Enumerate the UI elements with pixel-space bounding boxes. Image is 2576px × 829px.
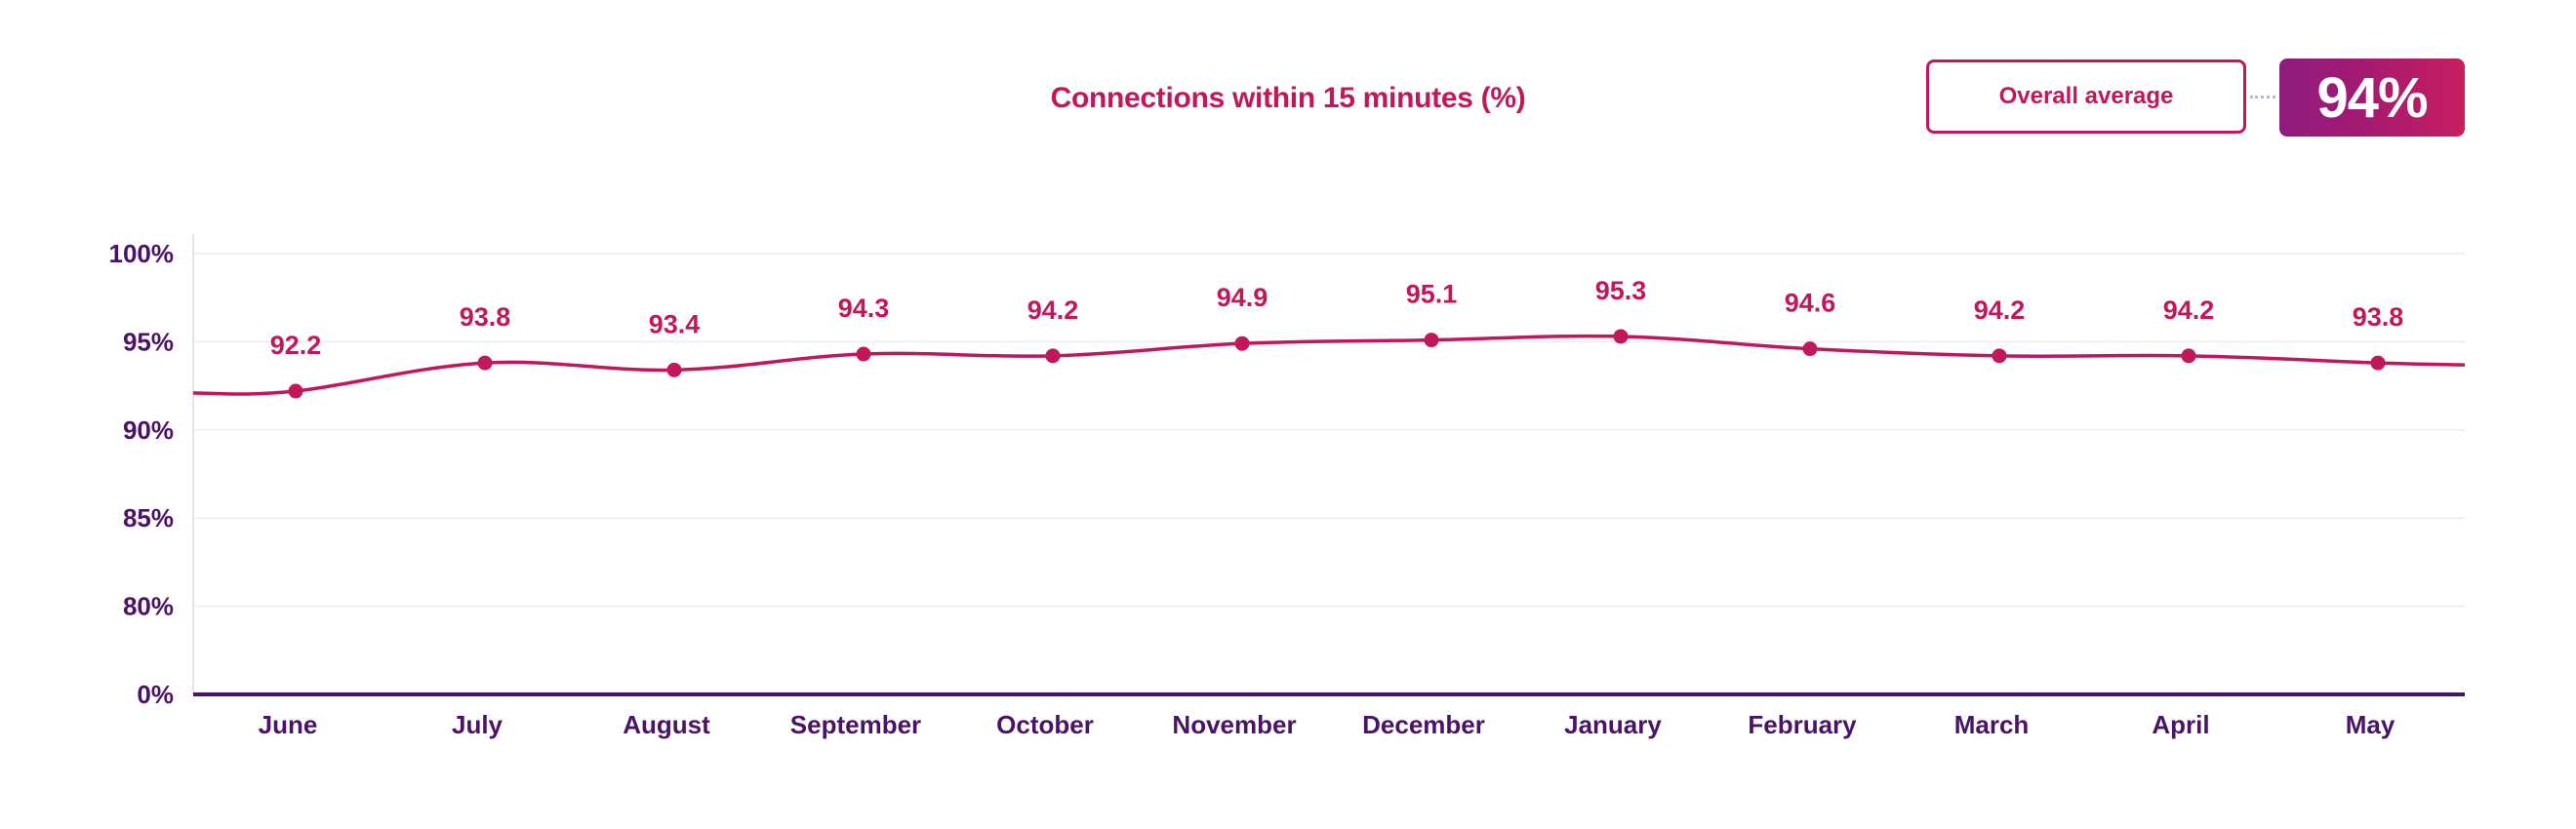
y-tick-labels: 100% 95% 90% 85% 80% 0% bbox=[109, 239, 175, 709]
data-point bbox=[2370, 355, 2386, 371]
x-tick-label: December bbox=[1362, 710, 1485, 739]
chart-title: Connections within 15 minutes (%) bbox=[1051, 82, 1526, 114]
x-tick-label: February bbox=[1748, 710, 1857, 739]
overall-average-connector bbox=[2250, 96, 2275, 99]
x-tick-label: March bbox=[1954, 710, 2030, 739]
x-tick-label: June bbox=[259, 710, 318, 739]
data-label: 93.4 bbox=[649, 309, 701, 338]
y-tick-label: 85% bbox=[123, 503, 174, 533]
y-tick-label: 95% bbox=[123, 327, 174, 356]
y-tick-label: 80% bbox=[123, 592, 174, 621]
y-tick-label: 90% bbox=[123, 415, 174, 445]
series-line bbox=[192, 334, 2466, 396]
data-label: 94.2 bbox=[1974, 296, 2026, 325]
data-label: 94.9 bbox=[1217, 283, 1268, 312]
data-label: 95.1 bbox=[1406, 280, 1458, 309]
data-point bbox=[1424, 333, 1439, 348]
data-label: 94.2 bbox=[2163, 296, 2215, 325]
y-tick-label: 0% bbox=[137, 680, 174, 709]
data-point bbox=[666, 362, 682, 377]
x-tick-label: September bbox=[790, 710, 921, 739]
series-line-path bbox=[192, 334, 2466, 396]
data-label: 94.6 bbox=[1785, 289, 1836, 318]
x-tick-label: November bbox=[1172, 710, 1296, 739]
data-points bbox=[288, 329, 2386, 399]
data-point bbox=[1234, 336, 1250, 351]
x-tick-label: April bbox=[2152, 710, 2209, 739]
data-label: 95.3 bbox=[1595, 276, 1647, 305]
data-point bbox=[1992, 348, 2007, 364]
overall-average-value: 94% bbox=[2279, 59, 2465, 137]
data-label: 93.8 bbox=[2353, 302, 2404, 332]
gridlines bbox=[193, 253, 2465, 608]
data-point bbox=[2181, 348, 2196, 364]
data-point bbox=[1613, 329, 1629, 344]
data-point bbox=[1045, 348, 1061, 364]
x-tick-label: January bbox=[1564, 710, 1662, 739]
data-point bbox=[856, 346, 871, 362]
x-tick-label: May bbox=[2346, 710, 2395, 739]
data-label: 94.3 bbox=[838, 294, 890, 323]
axes bbox=[192, 234, 2465, 696]
data-label: 93.8 bbox=[460, 302, 511, 332]
data-point bbox=[288, 383, 303, 399]
data-label: 92.2 bbox=[270, 331, 322, 360]
data-point bbox=[477, 355, 493, 371]
data-label: 94.2 bbox=[1027, 296, 1079, 325]
data-labels: 92.2 93.8 93.4 94.3 94.2 94.9 95.1 95.3 94.6 94.2… bbox=[270, 276, 2404, 360]
x-tick-label: July bbox=[452, 710, 503, 739]
x-tick-labels: June July August September October November De… bbox=[259, 710, 2395, 739]
y-tick-label: 100% bbox=[109, 239, 175, 268]
x-tick-label: August bbox=[623, 710, 710, 739]
data-point bbox=[1802, 341, 1818, 357]
x-tick-label: October bbox=[996, 710, 1094, 739]
overall-average-label: Overall average bbox=[1926, 59, 2246, 134]
